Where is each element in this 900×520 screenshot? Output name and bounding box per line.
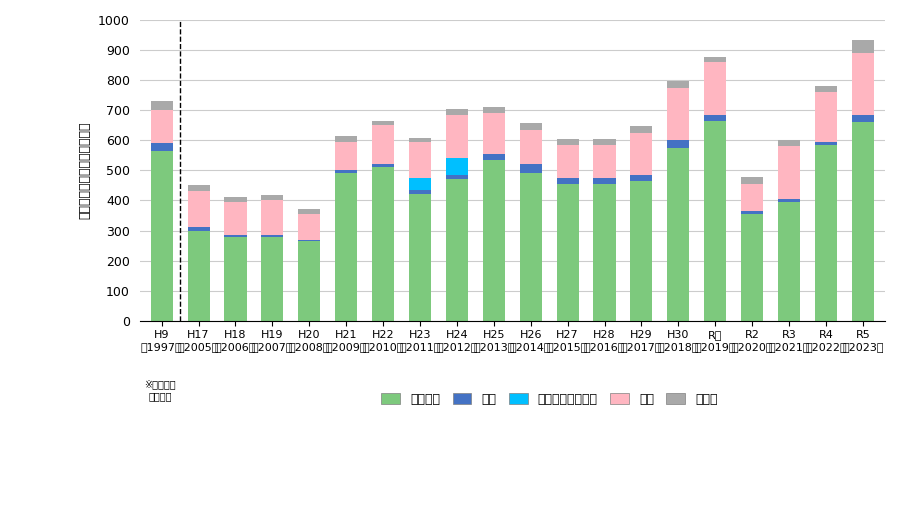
- Y-axis label: 渋滞損失時間（万台・時間）: 渋滞損失時間（万台・時間）: [78, 122, 91, 219]
- Bar: [335, 173, 357, 321]
- Bar: [519, 164, 542, 173]
- Bar: [187, 230, 210, 321]
- Bar: [814, 145, 837, 321]
- Bar: [593, 145, 616, 178]
- Bar: [298, 241, 320, 321]
- Bar: [335, 171, 357, 173]
- Bar: [187, 191, 210, 227]
- Bar: [741, 214, 763, 321]
- Bar: [667, 88, 689, 140]
- Bar: [409, 190, 431, 194]
- Bar: [446, 179, 468, 321]
- Bar: [704, 121, 726, 321]
- Bar: [224, 202, 247, 235]
- Bar: [261, 200, 284, 235]
- Bar: [224, 197, 247, 202]
- Bar: [778, 146, 800, 199]
- Bar: [482, 160, 505, 321]
- Text: ※民営化前
のピーク: ※民営化前 のピーク: [144, 380, 176, 401]
- Bar: [482, 154, 505, 160]
- Bar: [556, 145, 579, 178]
- Bar: [446, 158, 468, 175]
- Bar: [593, 184, 616, 321]
- Bar: [298, 240, 320, 241]
- Bar: [704, 62, 726, 115]
- Bar: [372, 167, 394, 321]
- Bar: [778, 202, 800, 321]
- Bar: [409, 142, 431, 178]
- Bar: [372, 121, 394, 125]
- Bar: [446, 115, 468, 158]
- Bar: [667, 148, 689, 321]
- Bar: [298, 210, 320, 214]
- Bar: [704, 57, 726, 62]
- Bar: [556, 139, 579, 145]
- Bar: [741, 184, 763, 211]
- Bar: [519, 123, 542, 130]
- Bar: [372, 164, 394, 167]
- Bar: [556, 184, 579, 321]
- Bar: [851, 122, 874, 321]
- Bar: [593, 178, 616, 184]
- Bar: [814, 142, 837, 145]
- Bar: [409, 194, 431, 321]
- Bar: [778, 140, 800, 146]
- Bar: [261, 195, 284, 200]
- Bar: [150, 110, 173, 144]
- Bar: [814, 86, 837, 92]
- Bar: [335, 136, 357, 142]
- Legend: 交通集中, 工事, 工事（震災復旧）, 事故, その他: 交通集中, 工事, 工事（震災復旧）, 事故, その他: [376, 388, 723, 411]
- Bar: [482, 107, 505, 113]
- Bar: [150, 144, 173, 151]
- Bar: [150, 151, 173, 321]
- Bar: [409, 138, 431, 142]
- Bar: [704, 115, 726, 121]
- Bar: [298, 214, 320, 240]
- Bar: [667, 140, 689, 148]
- Bar: [630, 181, 652, 321]
- Bar: [372, 125, 394, 164]
- Bar: [741, 211, 763, 214]
- Bar: [187, 185, 210, 191]
- Bar: [446, 175, 468, 179]
- Bar: [150, 101, 173, 110]
- Bar: [851, 53, 874, 115]
- Bar: [409, 178, 431, 190]
- Bar: [482, 113, 505, 154]
- Bar: [556, 178, 579, 184]
- Bar: [851, 40, 874, 53]
- Bar: [519, 130, 542, 164]
- Bar: [814, 92, 837, 142]
- Bar: [667, 81, 689, 88]
- Bar: [335, 142, 357, 171]
- Bar: [261, 235, 284, 237]
- Bar: [446, 109, 468, 115]
- Bar: [630, 133, 652, 175]
- Bar: [224, 237, 247, 321]
- Bar: [261, 237, 284, 321]
- Bar: [630, 126, 652, 133]
- Bar: [851, 115, 874, 122]
- Bar: [778, 199, 800, 202]
- Bar: [593, 139, 616, 145]
- Bar: [224, 235, 247, 237]
- Bar: [187, 227, 210, 230]
- Bar: [741, 177, 763, 184]
- Bar: [630, 175, 652, 181]
- Bar: [519, 173, 542, 321]
